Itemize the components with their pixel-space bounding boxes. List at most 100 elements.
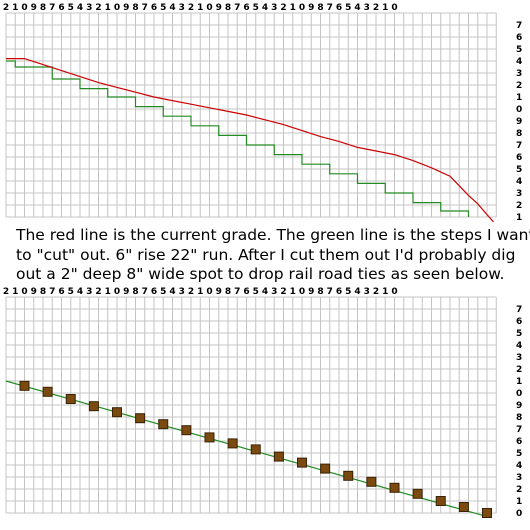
top-x-scale-label: 8: [40, 3, 46, 13]
bottom-x-scale-label: 1: [290, 287, 296, 297]
bottom-x-scale-label: 4: [169, 287, 175, 297]
top-x-scale-label: 0: [114, 3, 120, 13]
rail-road-tie: [412, 488, 423, 499]
top-x-scale-label: 8: [132, 3, 138, 13]
rail-road-tie: [181, 425, 192, 436]
top-y-scale-label: 3: [516, 69, 522, 79]
steps-line: [6, 60, 470, 217]
bottom-y-scale-label: 6: [516, 317, 522, 327]
top-x-scale-label: 0: [206, 3, 212, 13]
top-x-scale-label: 9: [216, 3, 222, 13]
bottom-y-scale-label: 4: [516, 461, 522, 471]
bottom-y-scale-label: 2: [516, 485, 522, 495]
bottom-y-scale-label: 9: [516, 401, 522, 411]
rail-road-tie: [389, 482, 400, 493]
caption-line-1: The red line is the current grade. The g…: [16, 226, 530, 244]
rail-road-tie: [320, 463, 331, 474]
top-x-scale-label: 5: [160, 3, 166, 13]
bottom-x-scale-label: 0: [206, 287, 212, 297]
top-x-scale-label: 1: [382, 3, 388, 13]
top-y-scale-label: 8: [516, 129, 522, 139]
top-x-scale-label: 2: [373, 3, 379, 13]
bottom-x-scale-label: 9: [31, 287, 37, 297]
bottom-x-scale-label: 2: [280, 287, 286, 297]
bottom-y-scale-label: 5: [516, 449, 522, 459]
tie-slope-line: [5, 380, 488, 518]
rail-road-tie: [158, 419, 169, 430]
top-x-scale-label: 3: [179, 3, 185, 13]
top-y-scale-label: 5: [516, 165, 522, 175]
bottom-x-scale-label: 6: [151, 287, 157, 297]
bottom-x-scale-label: 7: [49, 287, 55, 297]
rail-road-tie: [65, 394, 76, 404]
top-x-scale-label: 7: [49, 3, 55, 13]
bottom-x-scale-label: 1: [12, 287, 18, 297]
top-x-scale-label: 5: [253, 3, 259, 13]
bottom-x-scale-label: 3: [271, 287, 277, 297]
top-x-scale-label: 5: [345, 3, 351, 13]
top-y-scale-label: 1: [516, 93, 522, 103]
top-x-scale-label: 1: [197, 3, 203, 13]
bottom-x-scale-label: 5: [68, 287, 74, 297]
bottom-x-scale-label: 2: [373, 287, 379, 297]
current-grade-line: [6, 57, 494, 223]
bottom-x-scale-label: 0: [114, 287, 120, 297]
bottom-x-scale-label: 8: [132, 287, 138, 297]
top-x-scale-label: 3: [86, 3, 92, 13]
top-x-scale-label: 1: [290, 3, 296, 13]
rail-road-tie: [458, 502, 469, 512]
rail-road-tie: [250, 444, 261, 455]
bottom-x-scale-label: 1: [382, 287, 388, 297]
rail-road-tie: [112, 407, 122, 418]
top-x-scale-label: 6: [151, 3, 157, 13]
bottom-x-scale-label: 5: [160, 287, 166, 297]
bottom-y-scale-label: 5: [516, 329, 522, 339]
rail-road-tie: [204, 432, 215, 443]
bottom-x-scale-label: 8: [225, 287, 231, 297]
top-y-scale-label: 4: [516, 177, 522, 187]
top-x-scale-label: 6: [58, 3, 64, 13]
bottom-y-scale-label: 3: [516, 353, 522, 363]
rail-road-tie: [435, 496, 446, 506]
rail-road-tie: [297, 457, 307, 468]
rail-road-tie: [42, 386, 53, 397]
bottom-x-scale-label: 9: [123, 287, 129, 297]
top-x-scale-label: 7: [327, 3, 333, 13]
bottom-x-scale-label: 9: [216, 287, 222, 297]
top-x-scale-label: 3: [364, 3, 370, 13]
top-y-scale-label: 7: [516, 141, 522, 151]
caption: The red line is the current grade. The g…: [16, 226, 530, 285]
top-y-scale-label: 9: [516, 117, 522, 127]
bottom-x-scale-label: 0: [391, 287, 397, 297]
top-y-scale-label: 4: [516, 57, 522, 67]
top-y-scale-label: 6: [516, 153, 522, 163]
top-x-scale-label: 0: [391, 3, 397, 13]
bottom-x-scale-label: 6: [243, 287, 249, 297]
rail-road-tie: [88, 401, 99, 412]
top-grid: [5, 12, 497, 218]
bottom-y-scale-label: 7: [516, 425, 522, 435]
top-x-scale-label: 7: [142, 3, 148, 13]
top-x-scale-label: 3: [271, 3, 277, 13]
bottom-grid: [5, 296, 497, 514]
top-x-scale-label: 0: [299, 3, 305, 13]
bottom-x-scale-label: 4: [262, 287, 268, 297]
top-y-scale-label: 5: [516, 45, 522, 55]
bottom-y-scale-label: 6: [516, 437, 522, 447]
bottom-x-scale-label: 9: [308, 287, 314, 297]
top-x-scale-label: 5: [68, 3, 74, 13]
top-x-scale-label: 2: [3, 3, 9, 13]
bottom-y-scale-label: 3: [516, 473, 522, 483]
bottom-x-scale-label: 8: [317, 287, 323, 297]
bottom-y-scale-label: 1: [516, 377, 522, 387]
bottom-y-scale-label: 0: [516, 509, 522, 519]
bottom-y-scale-label: 1: [516, 497, 522, 507]
rail-road-tie: [482, 508, 492, 518]
rail-road-tie: [343, 470, 354, 481]
bottom-x-scale-label: 5: [345, 287, 351, 297]
top-x-scale-label: 6: [243, 3, 249, 13]
top-x-scale-label: 6: [336, 3, 342, 13]
bottom-y-scale-label: 7: [516, 305, 522, 315]
caption-line-2: to "cut" out. 6" rise 22" run. After I c…: [16, 245, 516, 264]
